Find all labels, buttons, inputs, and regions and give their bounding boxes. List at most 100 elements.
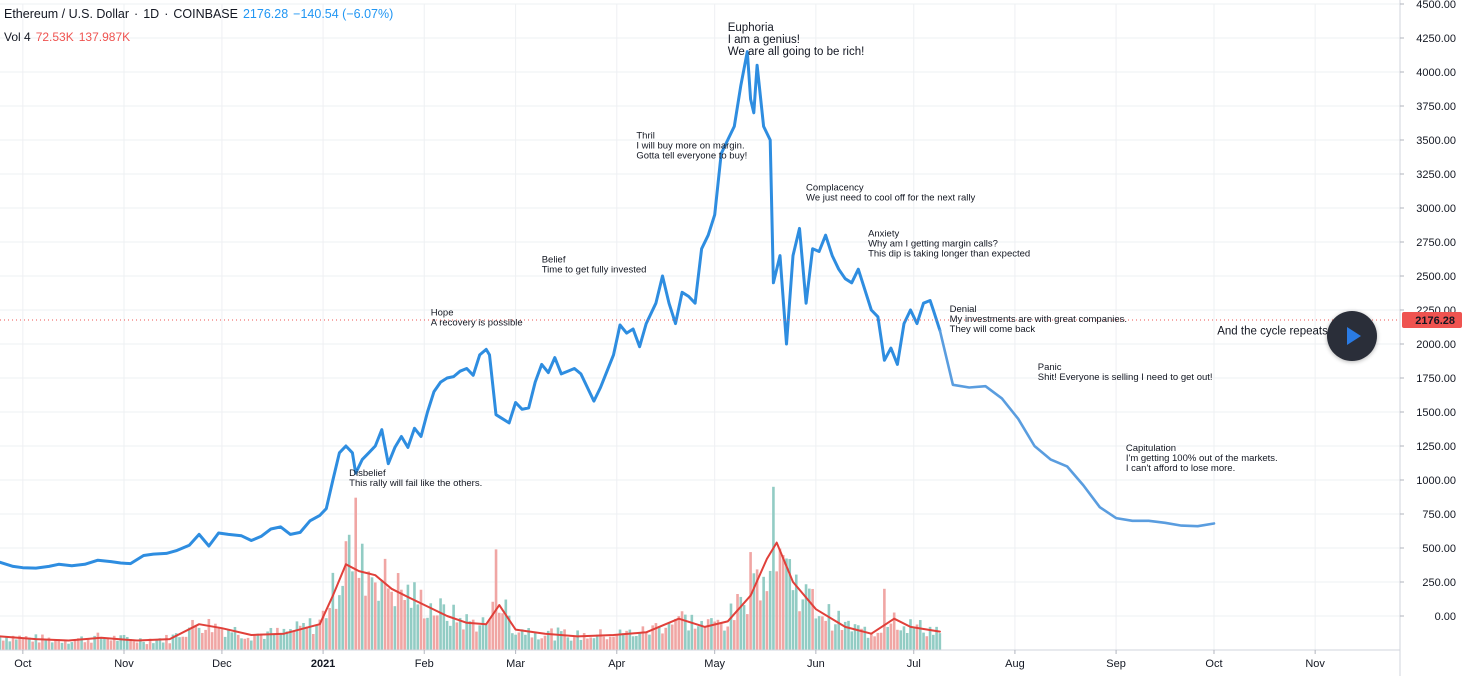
volume-bar [204,629,207,650]
volume-bar [302,622,305,650]
volume-bar [573,637,576,650]
volume-bar [533,631,537,650]
volume-bar [690,614,694,650]
volume-bar [661,633,664,650]
volume-bar [129,639,132,650]
volume-bar [896,629,899,650]
volume-bar [96,632,100,650]
volume-bar [543,635,547,650]
volume-bar [253,635,256,650]
volume-bar [259,633,263,650]
y-tick-label: 0.00 [1435,611,1456,623]
volume-bar [514,634,517,650]
volume-bar [276,627,279,650]
volume-bar [83,642,87,650]
volume-bar [37,642,41,650]
volume-bar [749,552,752,650]
volume-bar [511,633,514,650]
volume-bar [540,638,544,650]
volume-bar [520,629,524,650]
volume-bar [775,571,778,650]
volume-bar [93,635,96,650]
volume-bar [240,638,243,650]
volume-header: Vol 4 72.53K 137.987K [4,30,135,44]
volume-bar [915,624,919,650]
volume-bar [458,617,462,650]
volume-bar [471,619,475,650]
play-icon [1347,327,1361,345]
volume-bar [18,635,21,650]
volume-bar [905,633,909,650]
annotation-text: Denial [950,304,977,315]
annotation-text: Panic [1038,362,1062,373]
annotation-text: Why am I getting margin calls? [868,239,998,250]
volume-bar [938,633,942,650]
volume-bar [416,604,420,650]
volume-bar [354,497,358,650]
volume-bar [648,634,651,650]
volume-bar [550,628,553,650]
x-tick-label: Apr [608,658,625,670]
volume-bar [651,625,654,650]
volume-bar [697,626,700,650]
y-tick-label: 3750.00 [1416,101,1456,113]
volume-bar [289,629,292,650]
volume-bar [569,640,573,650]
volume-bar [357,577,361,650]
volume-bar [850,631,854,650]
volume-bar [44,639,47,650]
volume-bar [256,633,260,650]
volume-bar [442,604,446,650]
annotation-text: I can't afford to lose more. [1126,463,1235,474]
volume-bar [488,619,491,650]
annotation-text: They will come back [950,324,1036,335]
exchange-label: COINBASE [173,7,238,21]
volume-bar [308,618,312,650]
volume-bar [331,572,335,650]
volume-bar [315,624,318,650]
symbol-title[interactable]: Ethereum / U.S. Dollar [4,7,130,21]
volume-bar [762,576,765,650]
annotation-text: This dip is taking longer than expected [868,249,1030,260]
volume-bar [432,615,436,650]
volume-bar [266,631,269,650]
volume-bar [233,626,237,650]
volume-bar [178,637,181,650]
volume-bar [77,638,80,650]
volume-bar [377,600,380,650]
volume-bar [106,638,109,650]
volume-bar [631,636,635,650]
volume-bar [422,618,426,650]
volume-bar [220,627,224,650]
volume-bar [670,624,674,650]
volume-bar [435,615,439,650]
volume-bar [373,582,377,650]
volume-bar [706,619,710,650]
volume-bar [501,613,504,650]
volume-bar [902,626,906,650]
volume-bar [478,625,482,650]
annotation-text: Euphoria [728,22,775,34]
volume-bars [0,486,942,650]
volume-bar [755,569,759,650]
volume-bar [736,594,739,650]
volume-bar [517,632,521,650]
volume-label[interactable]: Vol 4 [4,30,31,44]
annotation-text: Capitulation [1126,443,1176,454]
y-tick-label: 3000.00 [1416,203,1456,215]
annotation-text: This rally will fail like the others. [349,478,482,489]
volume-bar [400,589,403,650]
volume-bar [119,635,123,650]
x-tick-label: Nov [114,658,134,670]
y-tick-label: 4000.00 [1416,67,1456,79]
interval-label[interactable]: 1D [143,7,160,21]
volume-ma-value: 137.987K [78,30,131,44]
volume-bar [0,635,2,650]
volume-bar [184,636,188,650]
volume-bar [455,622,459,650]
x-tick-label: Jun [807,658,825,670]
replay-play-button[interactable] [1327,311,1377,361]
volume-bar [879,632,883,650]
volume-bar [677,616,681,650]
volume-bar [723,630,726,650]
